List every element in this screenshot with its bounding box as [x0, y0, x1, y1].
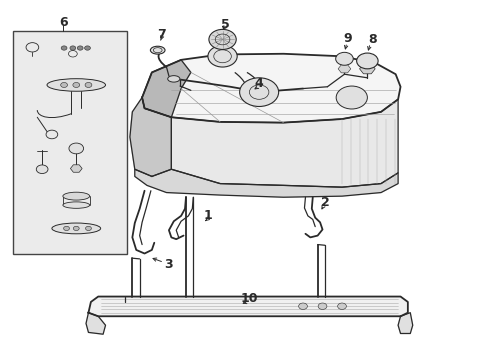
- Circle shape: [298, 303, 307, 310]
- Circle shape: [337, 303, 346, 310]
- Circle shape: [69, 143, 83, 154]
- Text: 8: 8: [367, 33, 376, 46]
- Polygon shape: [70, 165, 82, 172]
- Circle shape: [356, 53, 377, 69]
- Polygon shape: [142, 60, 190, 117]
- Ellipse shape: [167, 76, 180, 82]
- Ellipse shape: [47, 79, 105, 91]
- Circle shape: [207, 45, 237, 67]
- Circle shape: [63, 226, 69, 230]
- Circle shape: [84, 46, 90, 50]
- Circle shape: [36, 165, 48, 174]
- Circle shape: [46, 130, 58, 139]
- Circle shape: [73, 82, 80, 87]
- Text: 3: 3: [164, 258, 173, 271]
- Polygon shape: [142, 54, 400, 123]
- Polygon shape: [130, 98, 171, 176]
- Polygon shape: [88, 297, 407, 316]
- Circle shape: [70, 46, 76, 50]
- Polygon shape: [135, 169, 397, 197]
- Circle shape: [318, 303, 326, 310]
- Text: 6: 6: [59, 16, 67, 29]
- Circle shape: [85, 82, 92, 87]
- Polygon shape: [86, 313, 105, 334]
- Circle shape: [61, 82, 67, 87]
- Circle shape: [85, 226, 91, 230]
- Text: 10: 10: [240, 292, 258, 305]
- Text: 9: 9: [343, 32, 351, 45]
- Text: 1: 1: [203, 210, 212, 222]
- Text: 2: 2: [320, 196, 328, 209]
- Polygon shape: [337, 65, 350, 73]
- Ellipse shape: [52, 223, 101, 234]
- Bar: [13, 31, 127, 253]
- Ellipse shape: [150, 46, 164, 54]
- Text: 4: 4: [254, 77, 263, 90]
- Circle shape: [335, 52, 352, 65]
- Circle shape: [61, 46, 67, 50]
- Circle shape: [335, 86, 366, 109]
- Polygon shape: [397, 313, 412, 333]
- Polygon shape: [359, 64, 374, 74]
- Ellipse shape: [63, 192, 89, 200]
- Polygon shape: [171, 99, 397, 187]
- Circle shape: [239, 78, 278, 107]
- Text: 7: 7: [157, 28, 165, 41]
- Ellipse shape: [63, 202, 89, 208]
- Circle shape: [73, 226, 79, 230]
- Text: 5: 5: [220, 18, 229, 31]
- Circle shape: [77, 46, 83, 50]
- Circle shape: [208, 30, 236, 49]
